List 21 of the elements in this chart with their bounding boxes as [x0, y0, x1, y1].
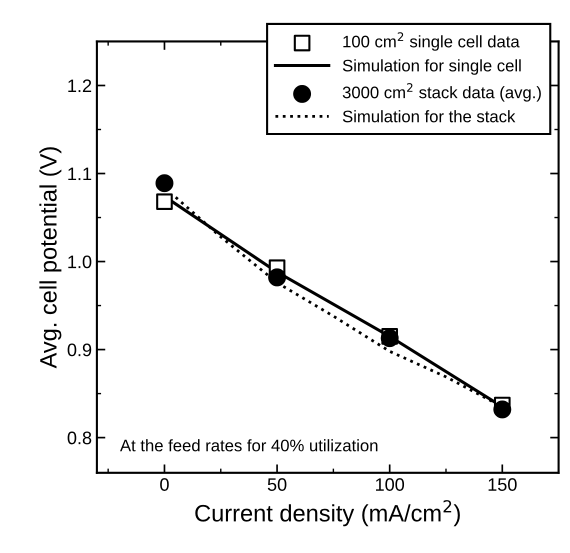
- y-tick-label: 0.8: [68, 432, 92, 444]
- point: [156, 193, 173, 210]
- x-tick-label: 50: [268, 478, 286, 491]
- annotation: At the feed rates for 40% utilization: [120, 439, 378, 452]
- x-tick-label: 150: [488, 478, 517, 491]
- legend-label: 3000 cm$^{2}$ stack data (avg.): [342, 83, 541, 102]
- x-tick-label: 100: [376, 478, 404, 491]
- y-tick-label: 1.0: [68, 255, 92, 268]
- legend-label: Simulation for single cell: [342, 59, 521, 75]
- y-axis-title: Avg. cell potential (V): [39, 147, 62, 368]
- y-tick-label: 0.9: [68, 344, 92, 356]
- point: [493, 400, 512, 418]
- x-axis-title: Current density (mA/cm$^{2}$): [195, 500, 460, 526]
- x-tick-label: 0: [160, 478, 169, 491]
- y-tick-label: 1.1: [68, 168, 92, 180]
- legend-label: Simulation for the stack: [342, 110, 516, 122]
- point: [156, 174, 174, 192]
- point: [380, 329, 399, 348]
- legend-label: 100 cm$^{2}$ single cell data: [343, 32, 520, 51]
- point: [268, 268, 286, 286]
- y-tick-label: 1.2: [68, 79, 92, 92]
